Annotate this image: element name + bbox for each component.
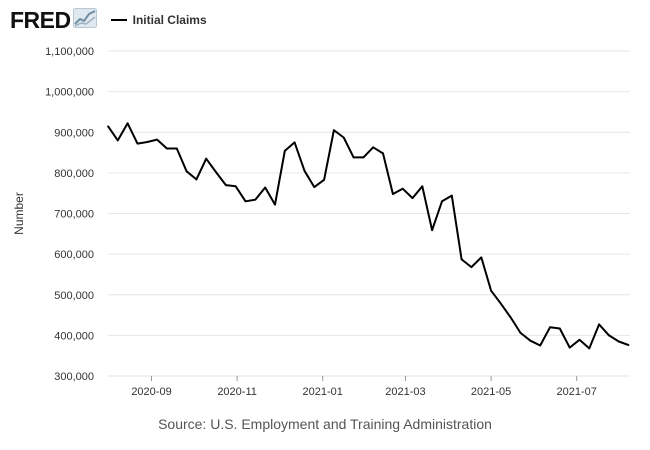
series-line-initial-claims: [107, 122, 629, 350]
line-chart: 300,000 400,000 500,000 600,000 700,000 800,0…: [12, 46, 630, 398]
data-point: [195, 178, 198, 181]
data-point: [215, 171, 217, 173]
x-tick-label: 2021-03: [385, 386, 425, 398]
data-point: [421, 185, 424, 188]
data-point: [500, 302, 502, 305]
data-point: [293, 141, 296, 144]
x-tick-label: 2021-07: [556, 386, 596, 398]
data-point: [107, 125, 109, 127]
data-point: [234, 185, 237, 188]
x-tick-label: 2020-09: [131, 386, 171, 398]
data-point: [470, 266, 473, 268]
data-point: [313, 186, 316, 188]
data-point: [264, 186, 267, 189]
data-point: [117, 139, 119, 142]
data-point: [627, 344, 630, 346]
data-point: [598, 323, 600, 326]
data-point: [578, 339, 581, 341]
y-tick-label: 800,000: [54, 168, 94, 180]
fred-logo[interactable]: FRED: [10, 7, 97, 34]
fred-logo-text: FRED: [10, 6, 71, 33]
y-axis-label: Number: [12, 192, 26, 235]
data-point: [618, 340, 620, 343]
y-tick-label: 300,000: [54, 371, 94, 383]
data-point: [244, 200, 247, 203]
y-tick-label: 900,000: [54, 127, 94, 139]
chart-header: FRED Initial Claims: [10, 6, 207, 34]
data-point: [166, 147, 168, 150]
data-point: [509, 316, 512, 319]
data-point: [529, 339, 532, 342]
data-point: [539, 344, 541, 347]
data-point: [225, 184, 227, 186]
data-point: [185, 170, 188, 173]
series-points: [107, 122, 630, 350]
grid-lines: [108, 50, 630, 377]
y-tick-label: 600,000: [54, 249, 94, 261]
data-point: [451, 194, 453, 197]
data-point: [392, 193, 394, 195]
data-point: [323, 179, 325, 181]
data-point: [205, 157, 207, 160]
source-note: Source: U.S. Employment and Training Adm…: [158, 416, 492, 432]
chart-trend-icon: [72, 7, 97, 33]
y-axis-ticks: 300,000 400,000 500,000 600,000 700,000 800,0…: [45, 46, 94, 383]
data-point: [411, 197, 414, 199]
data-point: [274, 203, 276, 206]
data-point: [608, 334, 610, 337]
y-tick-label: 700,000: [54, 209, 94, 221]
data-point: [254, 198, 257, 201]
data-point: [519, 332, 522, 334]
data-point: [588, 347, 591, 350]
data-point: [372, 146, 375, 149]
data-point: [333, 129, 335, 131]
legend-swatch: [110, 19, 127, 21]
y-tick-label: 400,000: [54, 330, 94, 342]
data-point: [352, 156, 355, 159]
data-point: [156, 138, 158, 141]
legend-label-initial-claims: Initial Claims: [132, 13, 207, 27]
data-point: [441, 200, 443, 203]
data-point: [490, 289, 492, 292]
data-point: [549, 326, 551, 329]
data-point: [431, 229, 433, 231]
data-point: [568, 346, 571, 349]
data-point: [362, 156, 365, 159]
data-point: [460, 258, 463, 261]
data-point: [382, 152, 384, 155]
x-axis-ticks: 2020-09 2020-11 2021-01 2021-03 2021-05 2021-…: [131, 376, 597, 398]
chart-legend: Initial Claims: [110, 13, 207, 27]
data-point: [480, 256, 483, 259]
data-point: [342, 136, 345, 139]
x-tick-label: 2020-11: [217, 386, 257, 398]
y-tick-label: 500,000: [54, 290, 94, 302]
data-point: [401, 187, 404, 190]
data-point: [559, 327, 561, 330]
data-point: [176, 147, 178, 150]
data-point: [136, 142, 139, 145]
data-point: [284, 150, 286, 152]
x-tick-label: 2021-05: [471, 386, 511, 398]
data-point: [303, 170, 306, 172]
y-tick-label: 1,000,000: [45, 87, 94, 99]
data-point: [126, 122, 129, 125]
data-point: [146, 141, 149, 143]
y-tick-label: 1,100,000: [45, 46, 94, 58]
x-tick-label: 2021-01: [303, 386, 343, 398]
